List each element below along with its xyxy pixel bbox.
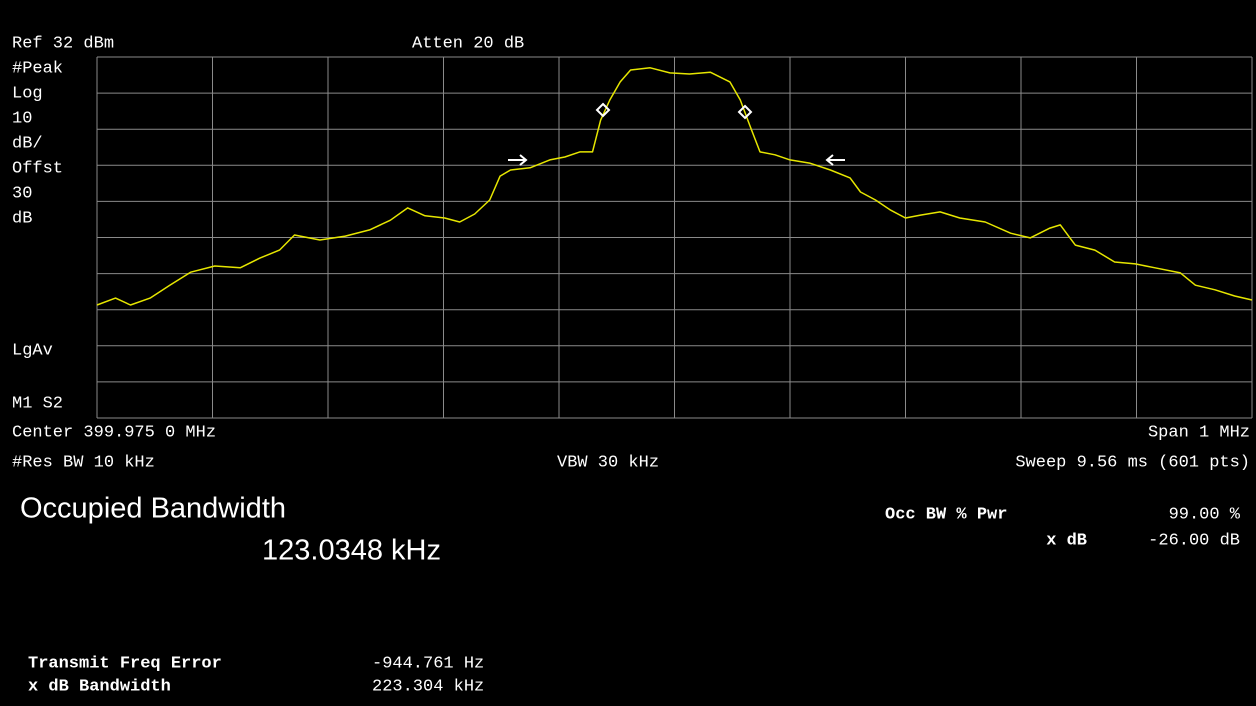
setting-label: x dB: [1046, 531, 1087, 550]
side-labels: #Peak Log 10 dB/Offst 30 dB: [12, 59, 63, 228]
arrow-marker: [508, 154, 528, 166]
arrow-marker: [825, 154, 845, 166]
diamond-marker: [595, 102, 611, 118]
res-bw: #Res BW 10 kHz: [12, 453, 155, 472]
measurement-value: 123.0348 kHz: [262, 535, 441, 567]
center-frequency: Center 399.975 0 MHz: [12, 423, 216, 442]
measurement-title: Occupied Bandwidth: [20, 493, 286, 525]
side-label: 10: [12, 109, 32, 128]
result-label: Transmit Freq Error: [28, 654, 222, 673]
sweep: Sweep 9.56 ms (601 pts): [1015, 453, 1250, 472]
diamond-marker: [737, 104, 753, 120]
graticule: [96, 56, 1253, 419]
setting-value: -26.00 dB: [1148, 531, 1240, 550]
marker-state: M1 S2: [12, 394, 63, 413]
side-label: 30: [12, 184, 32, 203]
ref-level: Ref 32 dBm: [12, 34, 114, 53]
result-value: 223.304 kHz: [372, 677, 484, 696]
trace: [96, 67, 1253, 306]
result-label: x dB Bandwidth: [28, 677, 171, 696]
side-label: Log: [12, 84, 43, 103]
setting-label: Occ BW % Pwr: [885, 505, 1007, 524]
trace-layer: [96, 67, 1253, 306]
obw-markers: [508, 102, 845, 166]
side-label: Offst: [12, 159, 63, 178]
side-label: dB/: [12, 134, 43, 153]
vbw: VBW 30 kHz: [557, 453, 659, 472]
setting-value: 99.00 %: [1169, 505, 1241, 524]
detector: LgAv: [12, 341, 53, 360]
span: Span 1 MHz: [1148, 423, 1250, 442]
attenuation: Atten 20 dB: [412, 34, 524, 53]
side-label: dB: [12, 209, 32, 228]
result-value: -944.761 Hz: [372, 654, 484, 673]
side-label: #Peak: [12, 59, 63, 78]
